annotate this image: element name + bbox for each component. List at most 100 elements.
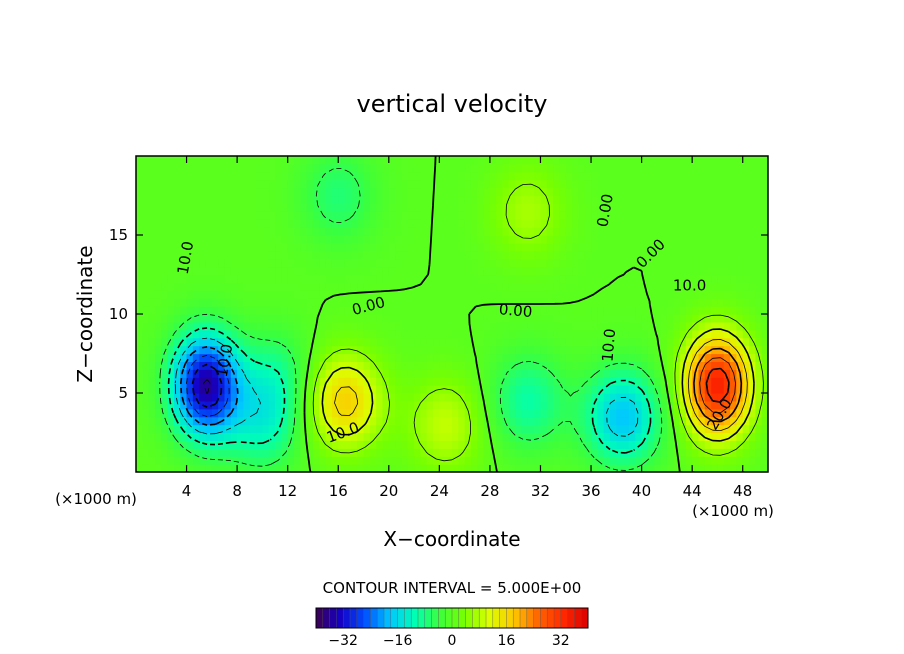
heatmap-cell	[363, 219, 371, 228]
heatmap-cell	[249, 298, 257, 307]
heatmap-cell	[300, 179, 308, 189]
heatmap-cell	[338, 242, 346, 252]
heatmap-cell	[414, 282, 421, 291]
heatmap-cell	[546, 179, 554, 189]
heatmap-cell	[268, 242, 276, 252]
heatmap-cell	[199, 456, 207, 465]
heatmap-cell	[546, 329, 554, 339]
heatmap-cell	[433, 329, 440, 339]
heatmap-cell	[426, 282, 434, 291]
heatmap-cell	[641, 385, 649, 394]
heatmap-cell	[281, 298, 289, 307]
heatmap-cell	[603, 424, 611, 434]
heatmap-cell	[660, 298, 668, 307]
heatmap-cell	[483, 290, 491, 299]
heatmap-cell	[749, 448, 756, 457]
heatmap-cell	[698, 440, 706, 449]
heatmap-cell	[496, 408, 504, 418]
heatmap-cell	[578, 187, 586, 197]
heatmap-cell	[249, 314, 257, 323]
heatmap-cell	[173, 353, 181, 362]
heatmap-cell	[249, 211, 257, 220]
heatmap-cell	[395, 440, 403, 449]
heatmap-cell	[180, 306, 188, 315]
heatmap-cell	[420, 424, 428, 434]
heatmap-cell	[565, 408, 573, 418]
heatmap-cell	[755, 369, 763, 378]
heatmap-cell	[565, 424, 573, 434]
heatmap-cell	[584, 290, 592, 299]
heatmap-cell	[192, 274, 200, 283]
heatmap-cell	[736, 385, 744, 394]
heatmap-cell	[331, 274, 339, 283]
heatmap-cell	[433, 345, 440, 355]
heatmap-cell	[749, 282, 756, 291]
heatmap-cell	[148, 393, 156, 402]
heatmap-cell	[692, 163, 700, 173]
heatmap-cell	[692, 290, 700, 299]
heatmap-cell	[186, 464, 194, 472]
heatmap-cell	[736, 195, 744, 204]
heatmap-cell	[148, 337, 156, 347]
heatmap-cell	[395, 179, 403, 189]
heatmap-cell	[521, 424, 529, 434]
heatmap-cell	[559, 361, 567, 370]
heatmap-cell	[452, 416, 459, 426]
heatmap-cell	[591, 242, 598, 252]
heatmap-cell	[717, 440, 725, 449]
heatmap-cell	[704, 171, 712, 181]
heatmap-cell	[249, 321, 257, 331]
heatmap-cell	[433, 361, 440, 370]
heatmap-cell	[414, 408, 421, 418]
heatmap-cell	[685, 321, 693, 331]
heatmap-cell	[192, 179, 200, 189]
heatmap-cell	[572, 416, 579, 426]
heatmap-cell	[508, 400, 516, 410]
colorbar-swatch	[438, 608, 446, 628]
heatmap-cell	[666, 416, 674, 426]
heatmap-cell	[275, 345, 282, 355]
heatmap-cell	[382, 266, 390, 276]
heatmap-cell	[414, 393, 421, 402]
heatmap-cell	[578, 266, 586, 276]
heatmap-cell	[237, 432, 245, 441]
heatmap-cell	[331, 219, 339, 228]
heatmap-cell	[218, 282, 226, 291]
heatmap-cell	[546, 195, 554, 204]
heatmap-cell	[654, 203, 662, 212]
heatmap-cell	[414, 329, 421, 339]
heatmap-cell	[742, 400, 750, 410]
heatmap-cell	[173, 242, 181, 252]
heatmap-cell	[736, 171, 744, 181]
heatmap-cell	[306, 298, 314, 307]
heatmap-cell	[382, 242, 390, 252]
heatmap-cell	[515, 179, 523, 189]
heatmap-cell	[755, 258, 763, 268]
heatmap-cell	[211, 171, 219, 181]
heatmap-cell	[483, 464, 491, 472]
heatmap-cell	[685, 408, 693, 418]
heatmap-cell	[635, 400, 643, 410]
heatmap-cell	[685, 448, 693, 457]
heatmap-cell	[161, 408, 169, 418]
heatmap-cell	[154, 408, 162, 418]
heatmap-cell	[572, 321, 579, 331]
heatmap-cell	[300, 385, 308, 394]
heatmap-cell	[388, 274, 396, 283]
heatmap-cell	[287, 203, 295, 212]
heatmap-cell	[489, 282, 497, 291]
heatmap-cell	[300, 424, 308, 434]
heatmap-cell	[685, 306, 693, 315]
heatmap-cell	[230, 353, 238, 362]
heatmap-cell	[692, 187, 700, 197]
heatmap-cell	[300, 306, 308, 315]
heatmap-cell	[262, 314, 270, 323]
heatmap-cell	[527, 314, 535, 323]
heatmap-cell	[350, 227, 358, 236]
heatmap-cell	[546, 345, 554, 355]
heatmap-cell	[521, 250, 529, 260]
heatmap-cell	[502, 306, 510, 315]
heatmap-cell	[477, 416, 485, 426]
heatmap-cell	[508, 432, 516, 441]
heatmap-cell	[666, 266, 674, 276]
